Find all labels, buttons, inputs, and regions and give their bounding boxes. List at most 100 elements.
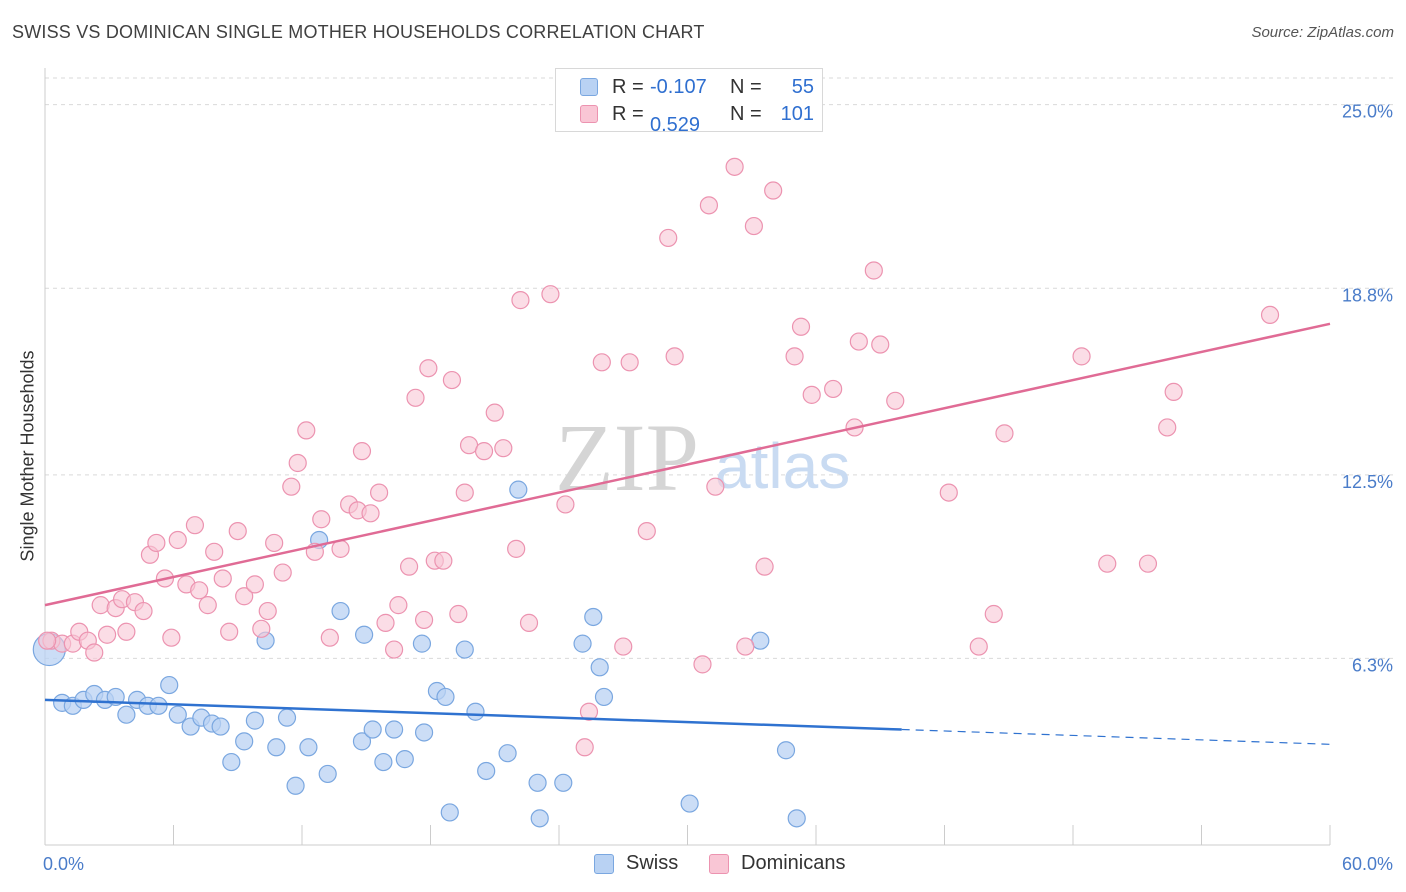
swiss-legend-label: Swiss [626, 852, 679, 874]
y-tick-label: 25.0% [1342, 102, 1393, 122]
dominican-point [91, 596, 110, 615]
chart-title: SWISS VS DOMINICAN SINGLE MOTHER HOUSEHO… [12, 22, 705, 42]
swiss-point [554, 773, 573, 792]
swiss-point [594, 687, 614, 707]
dominican-point [235, 587, 254, 606]
x-tick-label-min: 0.0% [43, 854, 84, 874]
dominican-trendline [44, 322, 1331, 607]
swiss-point [466, 702, 485, 721]
dominican-point [406, 388, 425, 407]
dominican-point [399, 557, 419, 576]
dominican-point [38, 631, 57, 650]
swiss-point [414, 723, 434, 742]
dominican-point [449, 604, 468, 624]
swiss-point [149, 696, 168, 715]
y-axis-label: Single Mother Households [17, 350, 38, 562]
dominican-point [1260, 305, 1280, 325]
legend-row-swiss: R = -0.107 N = 55 [580, 74, 814, 100]
watermark-atlas: atlas [715, 430, 850, 502]
swiss-point [530, 809, 549, 828]
dominican-swatch [580, 105, 598, 123]
dominican-point [168, 530, 187, 550]
dominican-point [147, 533, 166, 553]
dominican-point [969, 637, 988, 656]
swiss-point [363, 720, 382, 739]
dominican-point [273, 563, 292, 582]
dominican-point [198, 596, 217, 615]
trendlines [44, 322, 1331, 745]
dominican-point [228, 521, 247, 541]
dominican-point [245, 575, 264, 594]
dominican-point [620, 353, 639, 372]
swiss-trendline [44, 698, 902, 731]
dominican-point [579, 702, 599, 721]
dominican-point [190, 581, 209, 600]
legend-n-label: N = [730, 75, 762, 98]
dominican-point [162, 628, 181, 647]
dominican-point [85, 643, 104, 662]
swiss-point [455, 640, 474, 659]
dominican-point [370, 483, 389, 502]
dominican-point [511, 291, 530, 310]
dominican-point [220, 622, 239, 641]
bottom-legend-dominicans[interactable]: Dominicans [709, 852, 845, 875]
dominican-point [665, 347, 684, 366]
swiss-point [395, 750, 414, 769]
dominican-point [736, 637, 755, 656]
dominican-point [849, 332, 868, 351]
legend-row-dominicans: R = 0.529 N = 101 [580, 101, 814, 136]
dominican-point [352, 442, 372, 461]
y-tick-label: 6.3% [1352, 655, 1393, 675]
dominican-point [434, 551, 453, 570]
dominican-points [38, 157, 1280, 757]
axes [44, 68, 1331, 846]
swiss-point [477, 761, 496, 781]
dominican-point [995, 424, 1014, 443]
dominican-point [376, 613, 395, 632]
dominican-point [659, 228, 678, 248]
dominican-point [755, 557, 774, 576]
dominican-point [637, 521, 656, 541]
dominican-point [984, 604, 1003, 624]
swiss-point [211, 717, 230, 736]
swiss-point [436, 687, 455, 707]
dominican-point [541, 285, 560, 304]
y-tick-label: 18.8% [1342, 285, 1393, 305]
dominican-point [1072, 347, 1091, 366]
x-tick-label-max: 60.0% [1342, 854, 1393, 874]
dominican-point [507, 539, 526, 558]
swiss-point [573, 634, 592, 653]
dominican-point [474, 442, 494, 461]
swiss-point [440, 803, 459, 822]
dominican-point [455, 483, 474, 502]
swiss-point [528, 773, 547, 792]
dominican-point [282, 477, 301, 496]
dominican-point [824, 379, 843, 399]
y-tick-label: 12.5% [1342, 472, 1393, 492]
dominican-point [485, 403, 504, 422]
legend-r-value: -0.107 [650, 75, 707, 98]
swiss-point [267, 738, 286, 757]
tick-labels: 6.3% 12.5% 18.8% 25.0% 0.0% 60.0% [43, 102, 1393, 874]
watermark: ZIP atlas [555, 404, 850, 511]
dominican-point [320, 628, 339, 647]
dominican-point [614, 637, 633, 656]
dominican-point [1138, 554, 1158, 573]
legend-r-label: R = [612, 75, 644, 98]
swiss-point [776, 741, 796, 760]
dominican-point [98, 625, 117, 644]
bottom-legend-swiss[interactable]: Swiss [594, 852, 678, 875]
swiss-point [584, 607, 603, 627]
swiss-point [787, 809, 806, 828]
dominican-swatch [709, 853, 729, 874]
dominican-point [1098, 554, 1117, 573]
swiss-point [374, 752, 393, 772]
swiss-swatch [594, 853, 614, 874]
dominican-point [117, 622, 136, 641]
dominican-point [693, 655, 712, 674]
dominican-point [389, 596, 408, 615]
dominican-point [791, 317, 811, 336]
dominican-point [312, 510, 331, 529]
dominican-point [288, 453, 307, 473]
